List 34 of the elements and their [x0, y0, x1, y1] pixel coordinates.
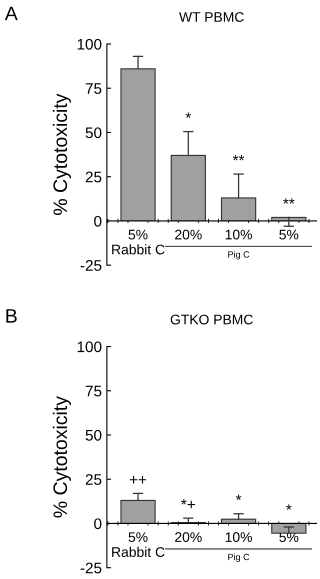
y-tick-label: -25	[80, 562, 102, 574]
x-tick-label: 10%	[226, 532, 252, 542]
x-tick-label: 10%	[226, 230, 252, 240]
y-tick-label: 100	[78, 341, 102, 352]
x-tick-label: 5% Rabbit C	[112, 230, 165, 254]
chart-title: WT PBMC	[179, 12, 244, 22]
chart-title: GTKO PBMC	[170, 314, 253, 324]
annotation: *	[236, 494, 242, 500]
annotation: *	[286, 504, 292, 510]
y-tick-label: 0	[94, 216, 102, 227]
text: A	[4, 6, 18, 20]
annotation: **	[283, 198, 295, 204]
annotation: Pig C	[228, 251, 250, 260]
x-tick-label: 5%	[279, 230, 298, 240]
y-tick-label: 50	[86, 430, 102, 441]
y-tick-label: 75	[86, 83, 102, 94]
y-tick-label: 0	[94, 518, 102, 530]
y-tick-label: 100	[78, 38, 102, 50]
annotation: *+	[181, 499, 195, 508]
x-tick-label: 20%	[175, 230, 202, 240]
y-axis-title: % Cytotoxicity	[52, 396, 71, 518]
x-tick-label: 5% Rabbit C	[112, 532, 165, 557]
y-tick-label: -25	[80, 260, 102, 271]
x-tick-label: 20%	[175, 532, 202, 542]
y-tick-label: 25	[86, 172, 102, 182]
annotation: Pig C	[228, 554, 250, 562]
y-tick-label: 25	[86, 474, 102, 485]
annotation: *	[186, 112, 192, 118]
annotation: **	[232, 154, 244, 160]
text: B	[6, 309, 17, 323]
y-axis-title: % Cytotoxicity	[52, 94, 71, 215]
y-tick-label: 50	[86, 127, 102, 138]
y-tick-label: 75	[86, 386, 102, 396]
annotation: ++	[130, 476, 146, 484]
